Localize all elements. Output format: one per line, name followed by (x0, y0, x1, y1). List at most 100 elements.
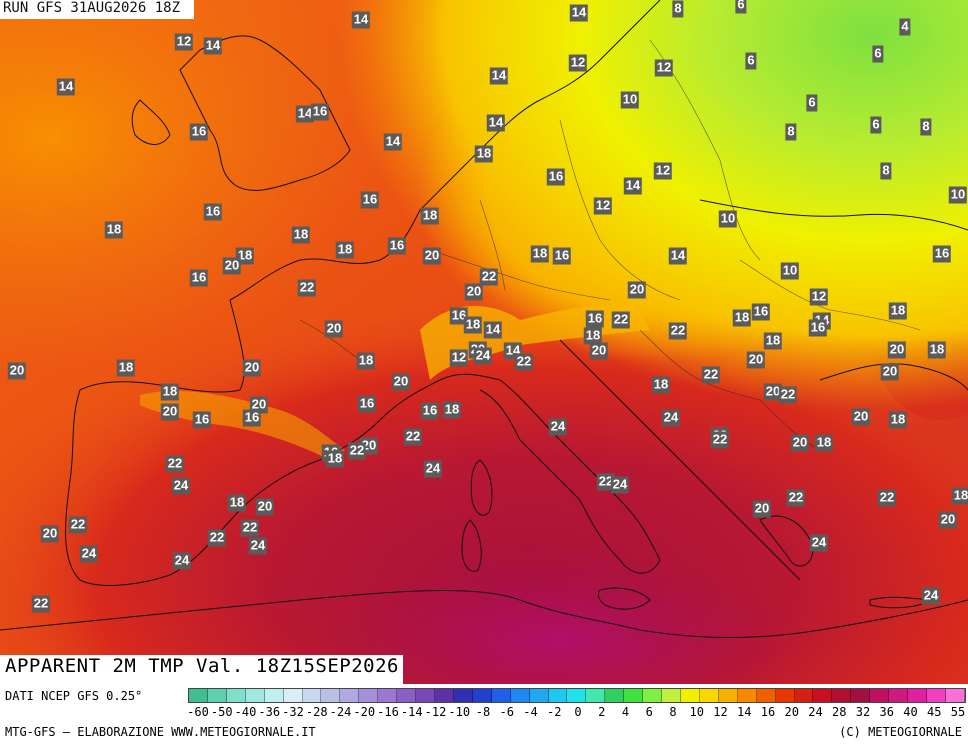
temperature-label: 18 (442, 401, 462, 419)
temperature-label: 12 (654, 59, 674, 77)
temperature-label: 10 (718, 210, 738, 228)
color-scale-cell (378, 689, 398, 702)
temperature-label: 14 (486, 114, 506, 132)
temperature-label: 20 (249, 396, 269, 414)
temperature-label: 24 (473, 347, 493, 365)
temperature-label: 18 (732, 309, 752, 327)
temperature-label: 22 (347, 442, 367, 460)
temperature-label: 12 (653, 162, 673, 180)
temperature-label: 20 (242, 359, 262, 377)
temperature-label: 16 (310, 103, 330, 121)
temperature-label: 14 (56, 78, 76, 96)
temperature-label: 16 (552, 247, 572, 265)
color-scale-cell (264, 689, 284, 702)
temperature-label: 18 (888, 302, 908, 320)
color-scale-cell (283, 689, 303, 702)
color-scale-cell (680, 689, 700, 702)
temperature-label: 14 (383, 133, 403, 151)
color-scale-cell (624, 689, 644, 702)
temperature-label: 18 (583, 327, 603, 345)
temperature-label: 22 (668, 322, 688, 340)
copyright-text: (C) METEOGIORNALE (839, 725, 962, 739)
temperature-label: 14 (569, 4, 589, 22)
temperature-label: 14 (483, 321, 503, 339)
credit-text: MTG-GFS – ELABORAZIONE WWW.METEOGIORNALE… (5, 725, 316, 739)
temperature-label: 16 (808, 319, 828, 337)
color-scale-tick: -32 (282, 705, 304, 719)
temperature-label: 16 (203, 203, 223, 221)
color-scale-cell (226, 689, 246, 702)
temperature-label: 8 (672, 0, 684, 18)
temperature-label: 20 (255, 498, 275, 516)
color-scale-tick: -36 (258, 705, 281, 719)
color-scale-cell (775, 689, 795, 702)
temperature-label: 20 (752, 500, 772, 518)
color-scale-cell (548, 689, 568, 702)
temperature-label: 14 (668, 247, 688, 265)
color-scale-cell (207, 689, 227, 702)
temperature-label: 24 (79, 545, 99, 563)
color-scale-cell (434, 689, 454, 702)
run-info: RUN GFS 31AUG2026 18Z (0, 0, 195, 19)
color-scale-cell (321, 689, 341, 702)
color-scale-tick: -50 (210, 705, 233, 719)
temperature-label: 6 (870, 116, 882, 134)
temperature-label: 16 (192, 411, 212, 429)
color-scale-ticks: -60 -50 -40 -36 -32 -28 -24 -20 -16 -14 -12 -10 -8 -6… (187, 705, 966, 721)
color-scale-cell (340, 689, 360, 702)
temperature-label: 14 (203, 37, 223, 55)
temperature-label: 10 (948, 186, 968, 204)
temperature-label: 24 (171, 477, 191, 495)
temperature-label: 14 (623, 177, 643, 195)
color-scale-cell (586, 689, 606, 702)
temperature-label: 20 (422, 247, 442, 265)
color-scale-tick: -14 (400, 705, 423, 719)
color-scale-tick: 8 (669, 705, 677, 719)
color-scale-cell (643, 689, 663, 702)
color-scale-tick: 45 (927, 705, 942, 719)
temperature-label: 18 (420, 207, 440, 225)
color-scale-tick: 14 (737, 705, 752, 719)
temperature-label: 24 (610, 476, 630, 494)
temperature-label: 22 (611, 311, 631, 329)
temperature-label: 20 (887, 341, 907, 359)
temperature-label: 12 (174, 33, 194, 51)
temperature-label: 6 (806, 94, 818, 112)
color-scale-tick: -6 (499, 705, 514, 719)
temperature-label: 16 (585, 310, 605, 328)
temperature-label: 4 (899, 18, 911, 36)
color-scale-tick: -8 (475, 705, 491, 719)
temperature-label: 8 (920, 118, 932, 136)
temperature-label: 22 (297, 279, 317, 297)
color-scale-tick: 36 (879, 705, 894, 719)
color-scale-cell (926, 689, 946, 702)
temperature-label: 24 (809, 534, 829, 552)
temperature-label: 24 (548, 418, 568, 436)
color-scale-cell (605, 689, 625, 702)
color-scale-tick: 55 (950, 705, 966, 719)
color-scale-cell (699, 689, 719, 702)
temperature-label: 6 (872, 45, 884, 63)
color-scale-cell (302, 689, 322, 702)
temperature-label: 16 (360, 191, 380, 209)
temperature-label: 20 (589, 342, 609, 360)
color-scale-cell (832, 689, 852, 702)
temperature-label: 20 (627, 281, 647, 299)
color-scale-cell (453, 689, 473, 702)
color-scale-cell (397, 689, 417, 702)
temperature-label: 18 (356, 352, 376, 370)
temperature-label: 8 (785, 123, 797, 141)
temperature-label: 18 (888, 411, 908, 429)
color-scale-tick: -28 (305, 705, 328, 719)
color-scale-cell (718, 689, 738, 702)
color-scale-cell (945, 689, 965, 702)
temperature-label: 22 (778, 386, 798, 404)
temperature-label: 12 (568, 54, 588, 72)
temperature-label: 16 (449, 307, 469, 325)
color-scale-bar (188, 688, 966, 703)
temperature-label: 18 (325, 450, 345, 468)
color-scale-cell (813, 689, 833, 702)
temperature-label: 16 (420, 402, 440, 420)
temperature-label: 16 (357, 395, 377, 413)
temperature-label: 22 (165, 455, 185, 473)
